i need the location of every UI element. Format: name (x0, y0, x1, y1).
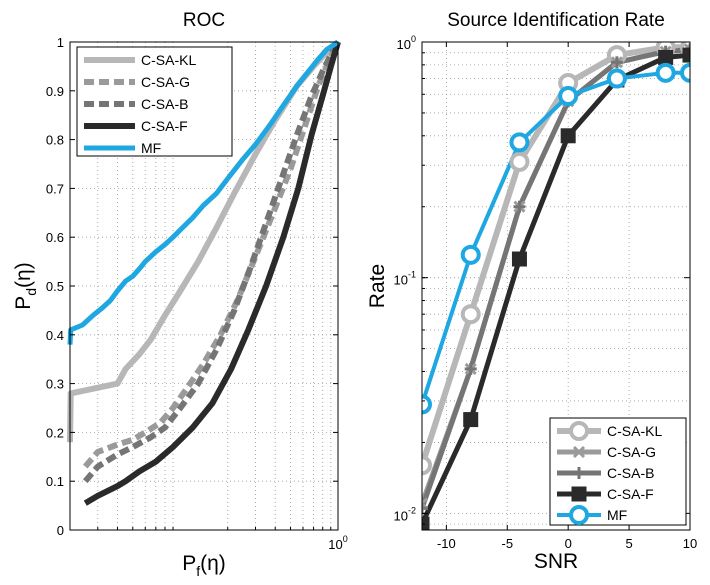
marker-stroke (683, 43, 690, 52)
legend-label: C-SA-KL (141, 52, 196, 68)
marker-stroke (572, 445, 586, 459)
series-line-c-sa-b (83, 40, 341, 484)
data-point-c-sa-kl (509, 151, 530, 172)
y-axis-label: Rate (366, 264, 389, 308)
data-point-mf (509, 132, 530, 153)
legend-label: MF (607, 507, 627, 523)
x-axis-label: SNR (534, 550, 578, 573)
tick-label-y: 0.6 (46, 230, 64, 245)
data-point-c-sa-b (610, 56, 623, 69)
tick-label-y: 0.1 (46, 474, 64, 489)
tick-label-base: 10 (328, 537, 342, 552)
axis-label-sub: d (23, 288, 39, 296)
tick-label-exp: 0 (343, 534, 348, 544)
tick-label-y: 100 (397, 34, 416, 52)
legend-label: C-SA-F (607, 486, 654, 502)
tick-label-base: 10 (397, 37, 411, 52)
axis-label-main: P (12, 296, 35, 310)
legend: C-SA-KL C-SA-G C-SA-B C-SA-F MF (76, 46, 233, 157)
data-point-c-sa-kl (460, 304, 481, 325)
plot-series (422, 42, 690, 530)
marker-stroke (422, 497, 429, 506)
chart-title: Source Identification Rate (447, 10, 665, 31)
tick-label-base: 10 (394, 508, 408, 523)
tick-label-y: 0.5 (46, 279, 64, 294)
tick-label-y: 10-2 (394, 505, 416, 523)
legend-label: C-SA-G (607, 444, 656, 460)
axis-label-sub: f (196, 563, 200, 579)
series-line-c-sa-f (83, 41, 341, 506)
series-line-c-sa-g (83, 40, 341, 469)
tick-label-y: 0.7 (46, 181, 64, 196)
axis-label-main: P (182, 552, 196, 575)
y-axis-label: Pd(η) (12, 262, 39, 309)
tick-label-y: 0.2 (46, 425, 64, 440)
data-point-c-sa-f (463, 412, 479, 428)
tick-label-x: 100 (328, 534, 347, 552)
legend-label: MF (141, 140, 161, 156)
tick-label-x: -5 (501, 536, 513, 551)
legend-marker-c-sa-g (572, 445, 586, 459)
tick-label-y: 10-1 (394, 270, 416, 288)
legend: C-SA-KL C-SA-G C-SA-B C-SA-F MF (549, 417, 687, 526)
axes-box (421, 41, 691, 531)
data-point-mf (558, 86, 579, 107)
tick-label-base: 10 (394, 273, 408, 288)
tick-label-x: 0 (565, 536, 572, 551)
data-point-mf (606, 68, 627, 89)
legend-marker-c-sa-f (571, 486, 587, 502)
legend-label: C-SA-F (141, 118, 188, 134)
chart-title: ROC (183, 10, 225, 31)
axis-label-rest: (η) (200, 552, 226, 575)
data-point-c-sa-f (560, 128, 576, 144)
legend-label: C-SA-KL (607, 423, 662, 439)
tick-label-x: 10 (683, 536, 697, 551)
tick-label-y: 0.4 (46, 328, 64, 343)
tick-label-y: 0.3 (46, 377, 64, 392)
x-axis-label: Pf(η) (182, 552, 226, 579)
tick-label-exp: -2 (408, 505, 416, 515)
data-point-c-sa-kl (422, 455, 432, 476)
tick-label-y: 1 (57, 35, 64, 50)
tick-label-y: 0.9 (46, 84, 64, 99)
legend-label: C-SA-B (607, 465, 654, 481)
data-point-mf (422, 394, 432, 415)
axis-label-rest: (η) (12, 262, 35, 288)
tick-label-exp: -1 (408, 270, 416, 280)
data-point-mf (680, 62, 690, 83)
data-point-c-sa-f (682, 47, 690, 63)
series-line-mf (67, 39, 340, 345)
legend-marker-c-sa-b (573, 467, 585, 479)
data-point-c-sa-f (511, 251, 527, 267)
roc-chart: 00.10.20.30.40.50.60.70.80.91100ROCPf(η)… (12, 10, 348, 579)
tick-label-x: -10 (437, 536, 456, 551)
data-point-c-sa-f (422, 516, 430, 530)
data-point-mf (460, 244, 481, 265)
tick-label-x: 5 (625, 536, 632, 551)
data-point-mf (655, 62, 676, 83)
data-point-c-sa-b (464, 362, 477, 375)
legend-label: C-SA-G (141, 74, 190, 90)
data-point-c-sa-b (422, 502, 428, 515)
tick-label-exp: 0 (411, 34, 416, 44)
legend-marker-c-sa-kl (569, 421, 589, 441)
tick-label-y: 0 (57, 523, 64, 538)
data-point-c-sa-b (513, 200, 526, 213)
legend-marker-mf (569, 505, 589, 525)
tick-label-y: 0.8 (46, 133, 64, 148)
data-point-c-sa-f (658, 49, 674, 65)
legend-label: C-SA-B (141, 96, 188, 112)
